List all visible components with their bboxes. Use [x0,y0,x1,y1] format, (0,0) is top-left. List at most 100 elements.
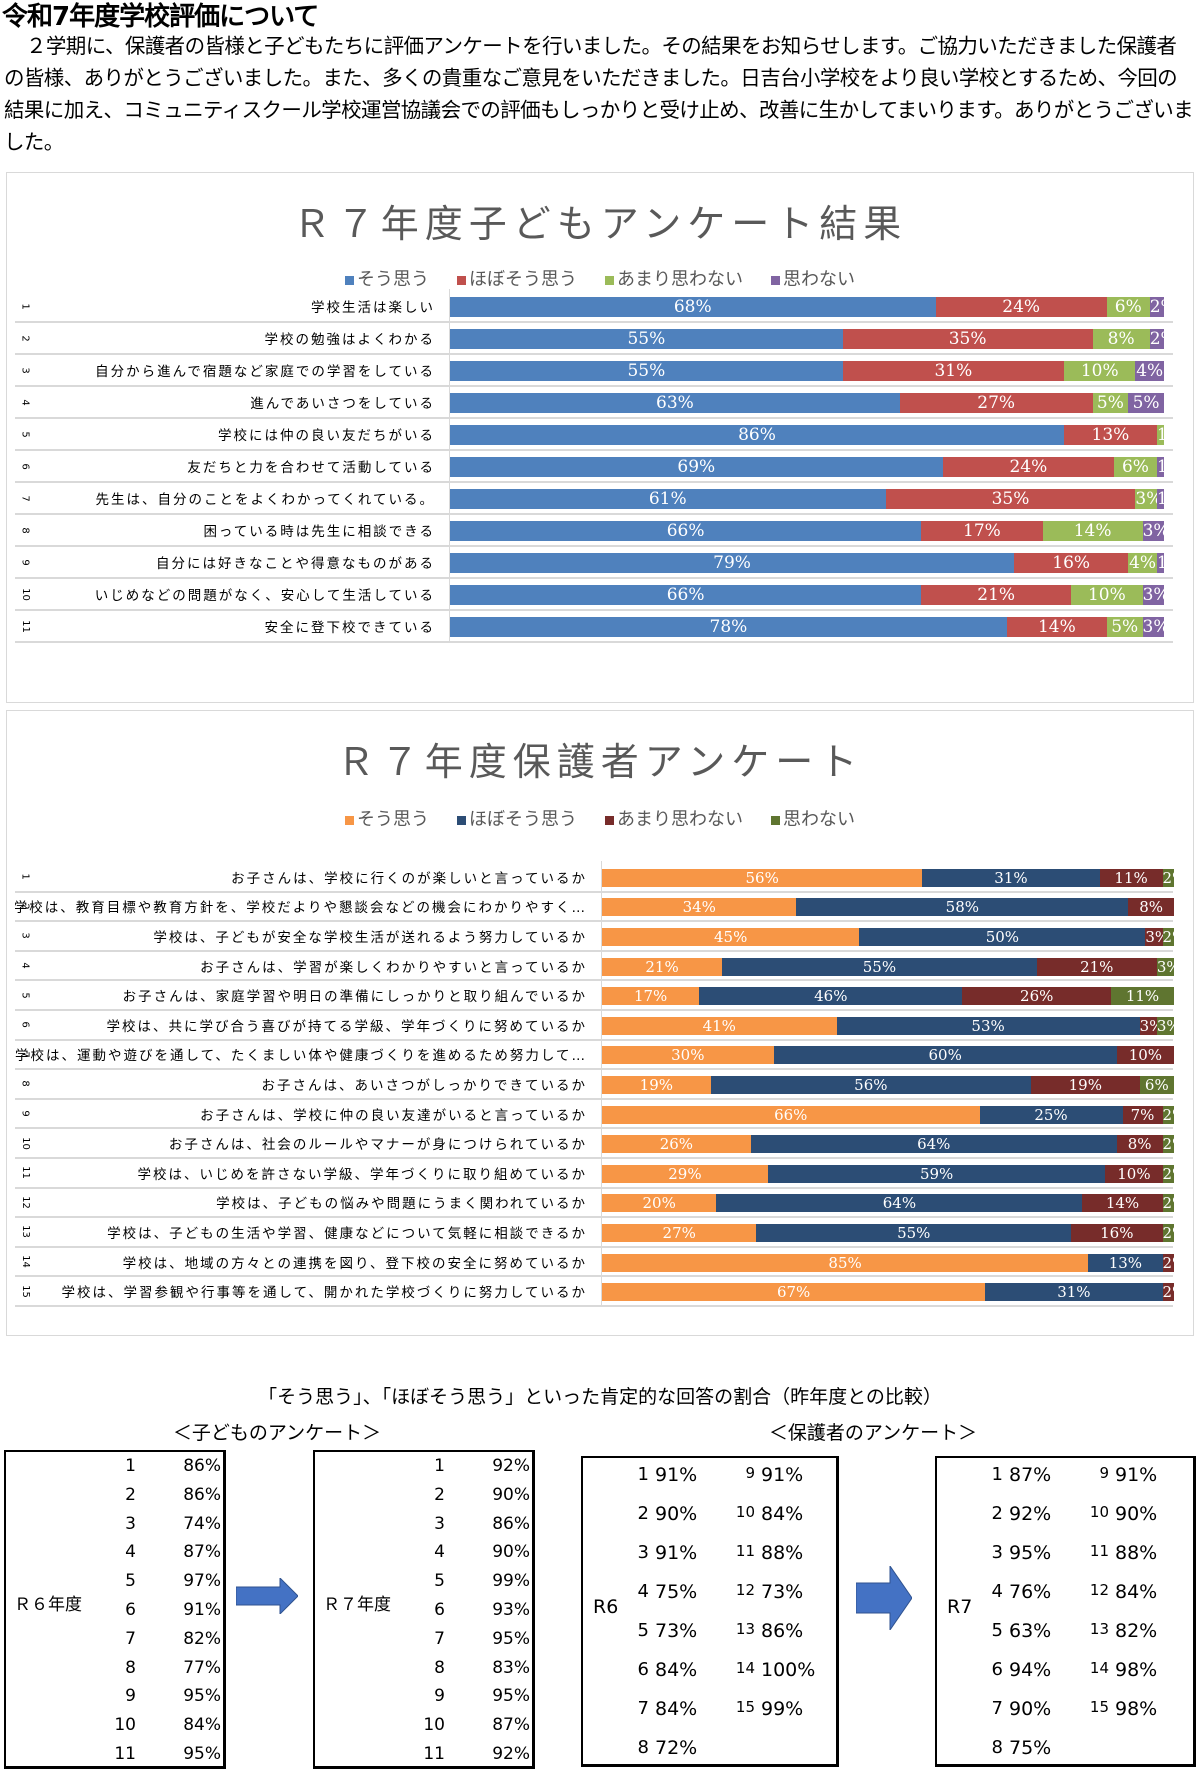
item-number: 9 [434,1686,445,1707]
item-number: 8 [637,1737,649,1758]
row-label: 学校の勉強はよくわかる [15,323,449,353]
bar-segment-3: 19% [1030,1075,1140,1094]
row-label-text: お子さんは、家庭学習や明日の準備にしっかりと取り組んでいるか [122,989,587,1006]
bar-segment-3: 10% [1105,1164,1163,1183]
item-number: 7 [434,1628,445,1649]
row-label: 学校は、子どもの生活や学習、健康などについて気軽に相談できるか [15,1218,601,1246]
item-number: 6 [991,1659,1003,1680]
bar-segment-3: 3% [1135,489,1157,509]
item-number: 5 [991,1620,1003,1641]
arrow-right-icon [236,1578,298,1614]
row-label: 友だちと力を合わせて活動している [15,451,449,481]
bar-segment-1: 30% [602,1046,774,1065]
item-number: 3 [637,1542,649,1563]
row-label-text: 困っている時は先生に相談できる [203,524,435,540]
item-number: 14 [735,1659,755,1677]
item-percent: 75% [655,1581,698,1603]
item-percent: 91% [183,1600,221,1620]
bar-segment-3: 3% [1139,1016,1157,1035]
bar-segment-3: 16% [1071,1223,1163,1242]
legend-item: 思わない [771,809,855,830]
legend-label: そう思う [357,269,429,290]
row-label-text: 自分から進んで宿題など家庭での学習をしている [95,364,435,380]
bar-segment-3: 7% [1122,1105,1163,1124]
bar-segment-3: 6% [1106,297,1150,317]
row-label: お子さんは、学校に行くのが楽しいと言っているか [15,863,601,891]
bar-segment-2: 58% [796,898,1129,917]
item-percent: 95% [492,1686,530,1707]
item-percent: 84% [1115,1581,1158,1603]
item-number: 12 [735,1581,755,1599]
row-label-text: 学校は、いじめを許さない学級、学年づくりに取り組めているか [137,1166,587,1183]
row-label-text: 学校は、運動や遊びを通して、たくましい体や健康づくりを進めるため努力して… [15,1048,587,1065]
item-number: 1 [637,1464,649,1485]
item-percent: 76% [1009,1581,1052,1603]
bar-segment-3: 8% [1116,1135,1163,1154]
row-label: 学校は、いじめを許さない学級、学年づくりに取り組めているか [15,1159,601,1187]
row-label-text: 学校には仲の良い友だちがいる [218,428,435,444]
item-percent: 97% [183,1571,221,1592]
bar-segment-4: 2% [1149,297,1164,317]
bar-segment-4: 2% [1162,927,1174,946]
item-number: 2 [434,1484,445,1505]
row-label-text: 学校の勉強はよくわかる [264,332,435,348]
item-percent: 87% [492,1715,530,1736]
bar-segment-2: 24% [942,457,1115,477]
bar-segment-1: 34% [602,898,797,917]
bar-segment-1: 69% [450,457,943,477]
axis-line [601,861,602,1307]
bar-segment-1: 66% [450,585,922,605]
bar-segment-4: 11% [1111,987,1174,1006]
item-percent: 84% [761,1503,804,1525]
bar-segment-4: 2% [1162,1105,1174,1124]
bar-segment-2: 35% [885,489,1136,509]
item-number: 14 [1089,1659,1109,1677]
bar-segment-1: 20% [602,1194,717,1213]
row-label: 進んであいさつをしている [15,387,449,417]
bar-segment-1: 79% [450,553,1015,573]
item-number: 9 [125,1686,136,1707]
bar-segment-4: 2% [1149,329,1164,349]
bar-segment-1: 86% [450,425,1065,445]
item-percent: 83% [492,1657,530,1678]
bar-segment-1: 66% [450,521,922,541]
row-label: 学校は、地域の方々との連携を図り、登下校の安全に努めているか [15,1248,601,1276]
item-number: 8 [125,1657,136,1678]
bar-segment-2: 46% [699,987,963,1006]
stacked-bar: 26%64%8%2% [602,1135,1174,1154]
bar-segment-2: 64% [716,1194,1083,1213]
item-percent: 95% [183,1744,221,1764]
bar-segment-3: 8% [1092,329,1150,349]
item-percent: 72% [655,1737,698,1759]
item-number: 8 [991,1737,1003,1758]
row-label-text: 学校は、子どもの悩みや問題にうまく関われているか [216,1196,587,1213]
row-label-text: 学校は、共に学び合う喜びが持てる学級、学年づくりに努めているか [106,1018,587,1035]
chart-row: 2 学校は、教育目標や教育方針を、学校だよりや懇談会などの機会にわかりやすく… 34… [15,893,1174,923]
legend-item: そう思う [345,269,429,290]
legend-swatch [345,275,354,285]
bar-segment-3: 11% [1099,868,1163,887]
bar-segment-3: 21% [1036,957,1157,976]
item-percent: 88% [761,1542,804,1564]
item-percent: 82% [1115,1620,1158,1642]
bar-segment-2: 31% [842,361,1065,381]
item-number: 9 [745,1464,755,1482]
stacked-bar: 34%58%8%0% [602,898,1174,917]
chart-row: 3 自分から進んで宿題など家庭での学習をしている 55% 31% 10% 4% [15,355,1173,387]
item-percent: 92% [492,1744,530,1764]
item-percent: 90% [492,1542,530,1563]
item-percent: 86% [183,1456,221,1476]
legend-item: あまり思わない [605,809,743,830]
bar-segment-2: 31% [985,1283,1163,1302]
bar-segment-2: 60% [773,1046,1117,1065]
bar-segment-3: 14% [1082,1194,1163,1213]
bar-segment-4: 2% [1162,868,1174,887]
chart-row: 14学校は、地域の方々との連携を図り、登下校の安全に努めているか85%13%2%… [15,1248,1174,1278]
stacked-bar: 41%53%3%3% [602,1016,1174,1035]
legend-label: あまり思わない [617,809,743,830]
item-number: 3 [991,1542,1003,1563]
stacked-bar: 66%17%14%3% [450,521,1164,541]
